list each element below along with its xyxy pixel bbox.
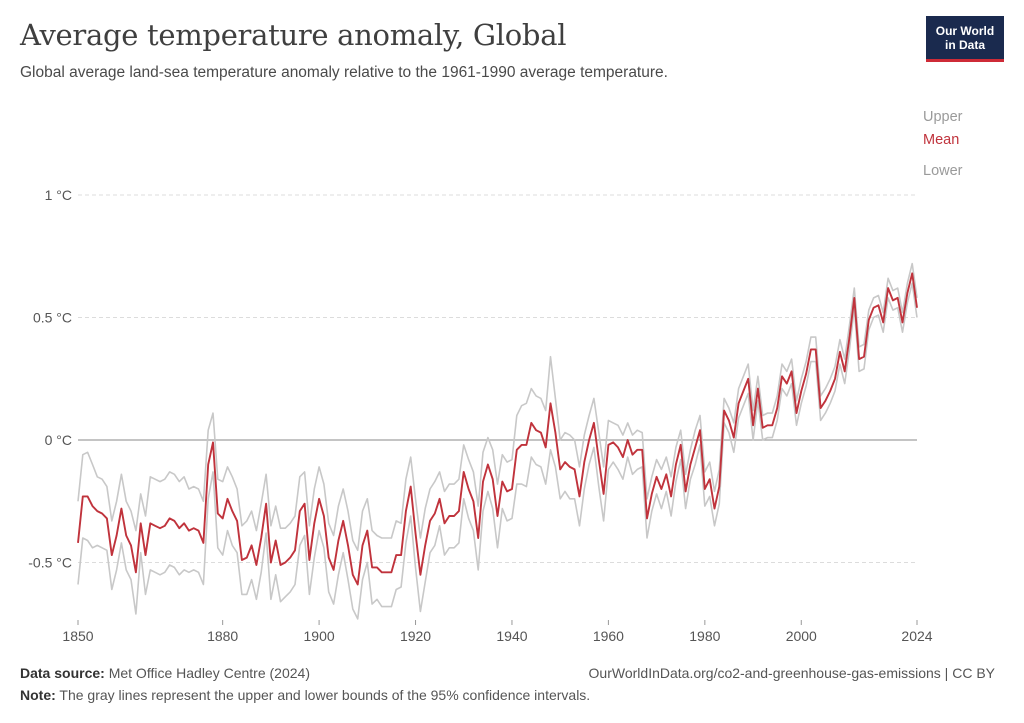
x-tick-label: 1960 [593, 628, 624, 644]
series-line-lower [77, 282, 918, 620]
x-tick-label: 1920 [400, 628, 431, 644]
y-tick-label: 0.5 °C [33, 310, 72, 326]
x-tick-label: 2024 [901, 628, 932, 644]
x-tick-label: 1850 [62, 628, 93, 644]
x-tick-label: 1940 [496, 628, 527, 644]
note-text: The gray lines represent the upper and l… [55, 687, 591, 703]
chart-title: Average temperature anomaly, Global [20, 18, 567, 52]
legend: Upper Mean Lower [923, 109, 963, 179]
y-tick-label: 1 °C [45, 187, 72, 203]
x-tick-label: 1980 [689, 628, 720, 644]
owid-logo[interactable]: Our World in Data [926, 16, 1004, 62]
data-source-text[interactable]: Met Office Hadley Centre (2024) [104, 665, 310, 681]
source-link[interactable]: OurWorldInData.org/co2-and-greenhouse-ga… [588, 665, 995, 681]
x-axis-ticks: 1850 1880 1900 1920 1940 1960 1980 2000 2024 [62, 620, 933, 644]
logo-line-1: Our World [935, 23, 995, 38]
chart-subtitle: Global average land-sea temperature anom… [20, 64, 668, 81]
legend-label-upper: Upper [923, 109, 963, 125]
legend-label-lower: Lower [923, 163, 963, 179]
chart-note: Note: The gray lines represent the upper… [20, 687, 590, 703]
data-source-label: Data source: [20, 665, 105, 681]
series-lines [77, 262, 918, 620]
x-tick-label: 1900 [304, 628, 335, 644]
y-tick-label: -0.5 °C [28, 555, 72, 571]
note-label: Note: [20, 687, 56, 703]
chart-area: -0.5 °C 0 °C 0.5 °C 1 °C 1850 1880 1900 1920 19… [28, 109, 963, 644]
x-tick-label: 2000 [786, 628, 817, 644]
x-tick-label: 1880 [207, 628, 238, 644]
series-line-upper [77, 262, 918, 552]
grid-lines [78, 194, 917, 563]
y-tick-label: 0 °C [45, 432, 72, 448]
logo-line-2: in Data [944, 37, 985, 52]
legend-label-mean: Mean [923, 132, 959, 148]
y-axis-ticks: -0.5 °C 0 °C 0.5 °C 1 °C [28, 187, 72, 571]
data-source: Data source: Met Office Hadley Centre (2… [20, 665, 310, 681]
series-line-mean [77, 272, 918, 586]
